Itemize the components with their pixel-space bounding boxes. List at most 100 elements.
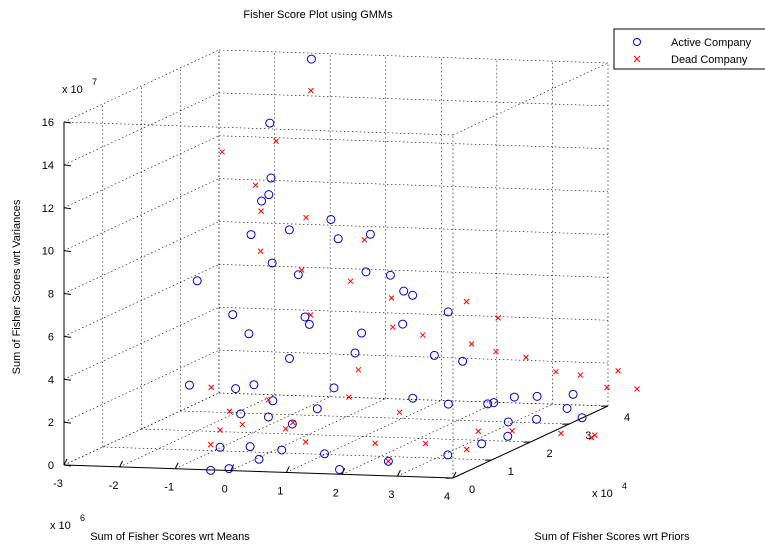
dead-company-point <box>208 384 215 391</box>
y-tick-label: 2 <box>547 448 553 460</box>
active-company-point <box>408 393 418 403</box>
active-company-point <box>383 456 393 466</box>
x-tick-mark <box>396 469 401 477</box>
grid-lines <box>63 49 609 479</box>
x-tick-mark <box>63 458 68 466</box>
grid-line-back-z <box>218 49 609 64</box>
dead-company-point <box>217 427 223 433</box>
active-company-point <box>285 353 294 363</box>
dead-company-point <box>588 434 595 441</box>
grid-line-back-z <box>218 306 609 321</box>
y-exponent-label: x 10 4 <box>592 481 627 500</box>
z-tick-mark <box>63 293 72 295</box>
x-axis-label: Sum of Fisher Scores wrt Means <box>90 531 250 543</box>
active-company-point <box>335 464 345 474</box>
active-company-point <box>236 409 246 419</box>
x-tick-mark <box>452 471 457 479</box>
active-company-point <box>244 329 254 339</box>
svg-text:x 10: x 10 <box>62 84 83 96</box>
dead-company-point <box>239 421 246 428</box>
x-tick-label: -3 <box>53 478 63 490</box>
active-company-point <box>192 276 202 286</box>
grid-line-back-z <box>218 221 609 235</box>
dead-company-point <box>523 354 529 361</box>
legend-active-marker <box>633 38 641 46</box>
dead-company-point <box>509 428 515 434</box>
z-tick-label: 14 <box>42 160 54 172</box>
active-company-point <box>357 328 367 338</box>
active-company-point <box>312 404 322 414</box>
active-company-point <box>267 258 277 268</box>
x-tick-label: 2 <box>333 487 339 499</box>
active-company-point <box>224 464 234 474</box>
z-tick-mark <box>63 250 72 253</box>
active-company-point <box>333 234 343 244</box>
dead-company-point <box>257 248 264 255</box>
active-company-point <box>483 399 493 409</box>
dead-company-point <box>265 396 272 403</box>
z-tick-mark <box>63 121 72 124</box>
dead-company-point <box>396 409 403 416</box>
active-company-point <box>443 307 453 317</box>
y-tick-label: 3 <box>585 430 591 442</box>
dead-company-point <box>577 372 584 378</box>
z-tick-mark <box>63 335 72 338</box>
svg-text:4: 4 <box>622 481 627 491</box>
dead-company-point <box>422 440 429 447</box>
active-company-point <box>320 449 330 459</box>
dead-company-point <box>252 182 259 189</box>
z-exponent-label: x 10 7 <box>62 77 97 96</box>
grid-line-side-z <box>63 92 220 166</box>
legend: Active Company Dead Company <box>613 28 765 70</box>
active-company-point <box>293 270 303 280</box>
active-company-point <box>477 439 487 449</box>
active-company-point <box>568 389 578 399</box>
dead-company-point <box>226 408 233 415</box>
grid-line-floor-y <box>218 392 609 407</box>
active-company-point <box>266 173 276 183</box>
grid-line-floor-x <box>119 394 275 468</box>
dead-company-point <box>347 278 354 285</box>
x-tick-mark <box>285 466 290 473</box>
active-company-point <box>532 391 542 401</box>
active-company-point <box>408 290 418 300</box>
x-tick-label: 3 <box>388 489 394 501</box>
active-company-point <box>509 392 519 402</box>
active-company-point <box>365 229 375 239</box>
active-company-point <box>577 413 587 423</box>
x-tick-mark <box>230 464 235 471</box>
active-company-point <box>503 417 513 427</box>
dead-company-point <box>591 432 598 438</box>
grid-line-back-z <box>218 135 609 150</box>
z-tick-mark <box>63 164 72 167</box>
active-company-point <box>206 465 216 475</box>
active-company-point <box>231 384 241 394</box>
grid-line-back-z <box>218 178 609 192</box>
active-company-point <box>350 348 360 358</box>
grid-line-back-z <box>218 92 609 107</box>
active-company-point <box>532 414 542 424</box>
active-company-point <box>263 412 273 422</box>
dead-company-point <box>273 138 279 144</box>
active-company-point <box>443 399 453 409</box>
legend-dead-marker <box>633 55 641 63</box>
z-tick-label: 6 <box>48 331 54 343</box>
active-company-point <box>249 380 259 390</box>
y-axis-label: Sum of Fisher Scores wrt Priors <box>534 531 690 543</box>
z-axis-label: Sum of Fisher Scores wrt Variances <box>11 199 23 374</box>
dead-company-point <box>290 419 296 426</box>
dead-company-point <box>468 341 475 347</box>
data-points <box>184 54 640 475</box>
active-company-point <box>306 54 316 64</box>
grid-line-side-z <box>63 135 220 209</box>
grid-line-floor-x <box>175 396 331 469</box>
dead-company-point <box>372 440 378 447</box>
x-tick-label: 0 <box>222 484 228 496</box>
legend-box <box>613 28 765 70</box>
y-tick-label: 4 <box>624 412 630 424</box>
z-tick-label: 16 <box>42 117 54 129</box>
dead-company-point <box>385 458 392 465</box>
active-company-point <box>398 319 408 329</box>
dead-company-point <box>389 324 396 331</box>
active-company-point <box>277 445 287 455</box>
